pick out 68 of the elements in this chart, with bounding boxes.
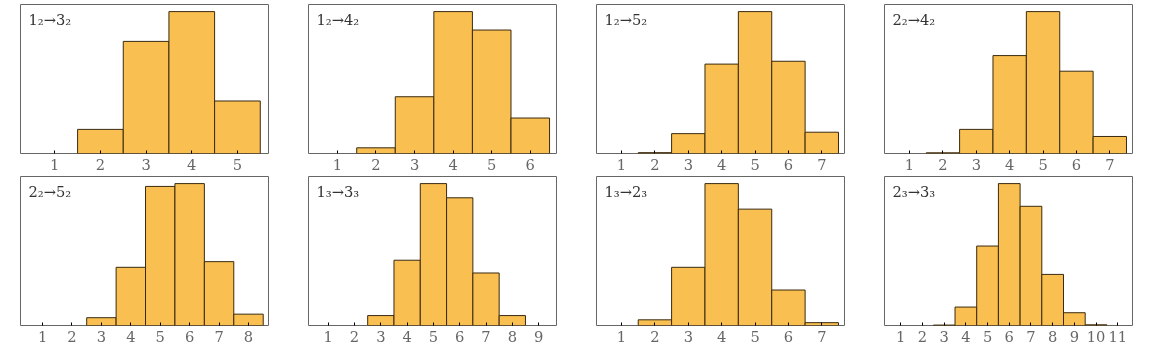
x-tick-label: 4	[187, 155, 197, 173]
x-tick-label: 1	[896, 327, 906, 345]
x-tick-label: 2	[95, 155, 106, 173]
chart-title: 1₂→3₂	[28, 10, 72, 28]
x-tick-label: 4	[1005, 155, 1015, 173]
x-tick-label: 2	[650, 327, 660, 345]
x-tick-label: 4	[717, 155, 727, 173]
x-tick-label: 6	[1004, 327, 1014, 345]
x-tick-label: 1	[37, 327, 48, 345]
x-tick-label: 4	[126, 327, 136, 345]
x-tick-label: 3	[141, 155, 151, 173]
x-tick-label: 7	[481, 327, 491, 345]
x-tick-label: 2	[371, 155, 381, 173]
x-tick-label: 7	[1026, 327, 1036, 345]
x-tick-label: 9	[1069, 327, 1080, 345]
x-tick-label: 2	[917, 327, 928, 345]
x-tick-label: 9	[533, 327, 544, 345]
x-tick-label: 6	[525, 155, 535, 173]
x-tick-label: 7	[817, 155, 827, 173]
x-tick-label: 4	[448, 155, 458, 173]
x-tick-label: 8	[243, 327, 254, 345]
x-tick-label: 1	[616, 327, 627, 345]
x-tick-label: 5	[232, 155, 243, 173]
x-tick-label: 10	[1086, 327, 1106, 345]
x-tick-label: 8	[507, 327, 517, 345]
x-tick-label: 6	[783, 327, 794, 345]
x-tick-label: 1	[332, 155, 343, 173]
chart-title: 1₂→4₂	[316, 10, 360, 28]
x-tick-label: 3	[939, 327, 949, 345]
x-tick-label: 11	[1108, 327, 1128, 345]
x-tick-label: 2	[938, 155, 948, 173]
x-tick-label: 3	[96, 327, 107, 345]
chart-title: 1₃→3₃	[316, 182, 360, 200]
chart-title: 2₂→5₂	[28, 182, 72, 200]
chart-title: 1₃→2₃	[604, 182, 648, 200]
x-tick-label: 6	[1071, 155, 1082, 173]
x-tick-label: 5	[750, 155, 760, 173]
chart-title: 2₃→3₃	[892, 182, 936, 200]
x-tick-label: 3	[376, 327, 386, 345]
x-tick-label: 3	[683, 155, 693, 173]
x-tick-label: 3	[971, 155, 981, 173]
x-tick-label: 8	[1047, 327, 1058, 345]
x-tick-label: 5	[1038, 155, 1048, 173]
x-tick-label: 4	[717, 327, 727, 345]
x-tick-label: 1	[904, 155, 915, 173]
x-tick-label: 1	[50, 155, 60, 173]
x-tick-label: 1	[616, 155, 627, 173]
x-tick-label: 2	[67, 327, 77, 345]
x-tick-label: 4	[961, 327, 971, 345]
x-tick-label: 2	[650, 155, 660, 173]
x-tick-label: 1	[323, 327, 333, 345]
chart-title: 2₂→4₂	[892, 10, 936, 28]
x-tick-label: 3	[409, 155, 420, 173]
x-tick-label: 6	[185, 327, 195, 345]
x-tick-label: 5	[487, 155, 497, 173]
x-tick-label: 4	[402, 327, 412, 345]
x-tick-label: 5	[982, 327, 993, 345]
x-tick-label: 5	[155, 327, 165, 345]
x-tick-label: 5	[750, 327, 760, 345]
x-tick-label: 7	[214, 327, 224, 345]
x-tick-label: 7	[1105, 155, 1115, 173]
x-tick-label: 3	[683, 327, 693, 345]
x-tick-label: 2	[349, 327, 360, 345]
x-tick-label: 6	[783, 155, 794, 173]
x-tick-label: 5	[428, 327, 439, 345]
chart-title: 1₂→5₂	[604, 10, 648, 28]
x-tick-label: 6	[455, 327, 465, 345]
x-tick-label: 7	[817, 327, 827, 345]
